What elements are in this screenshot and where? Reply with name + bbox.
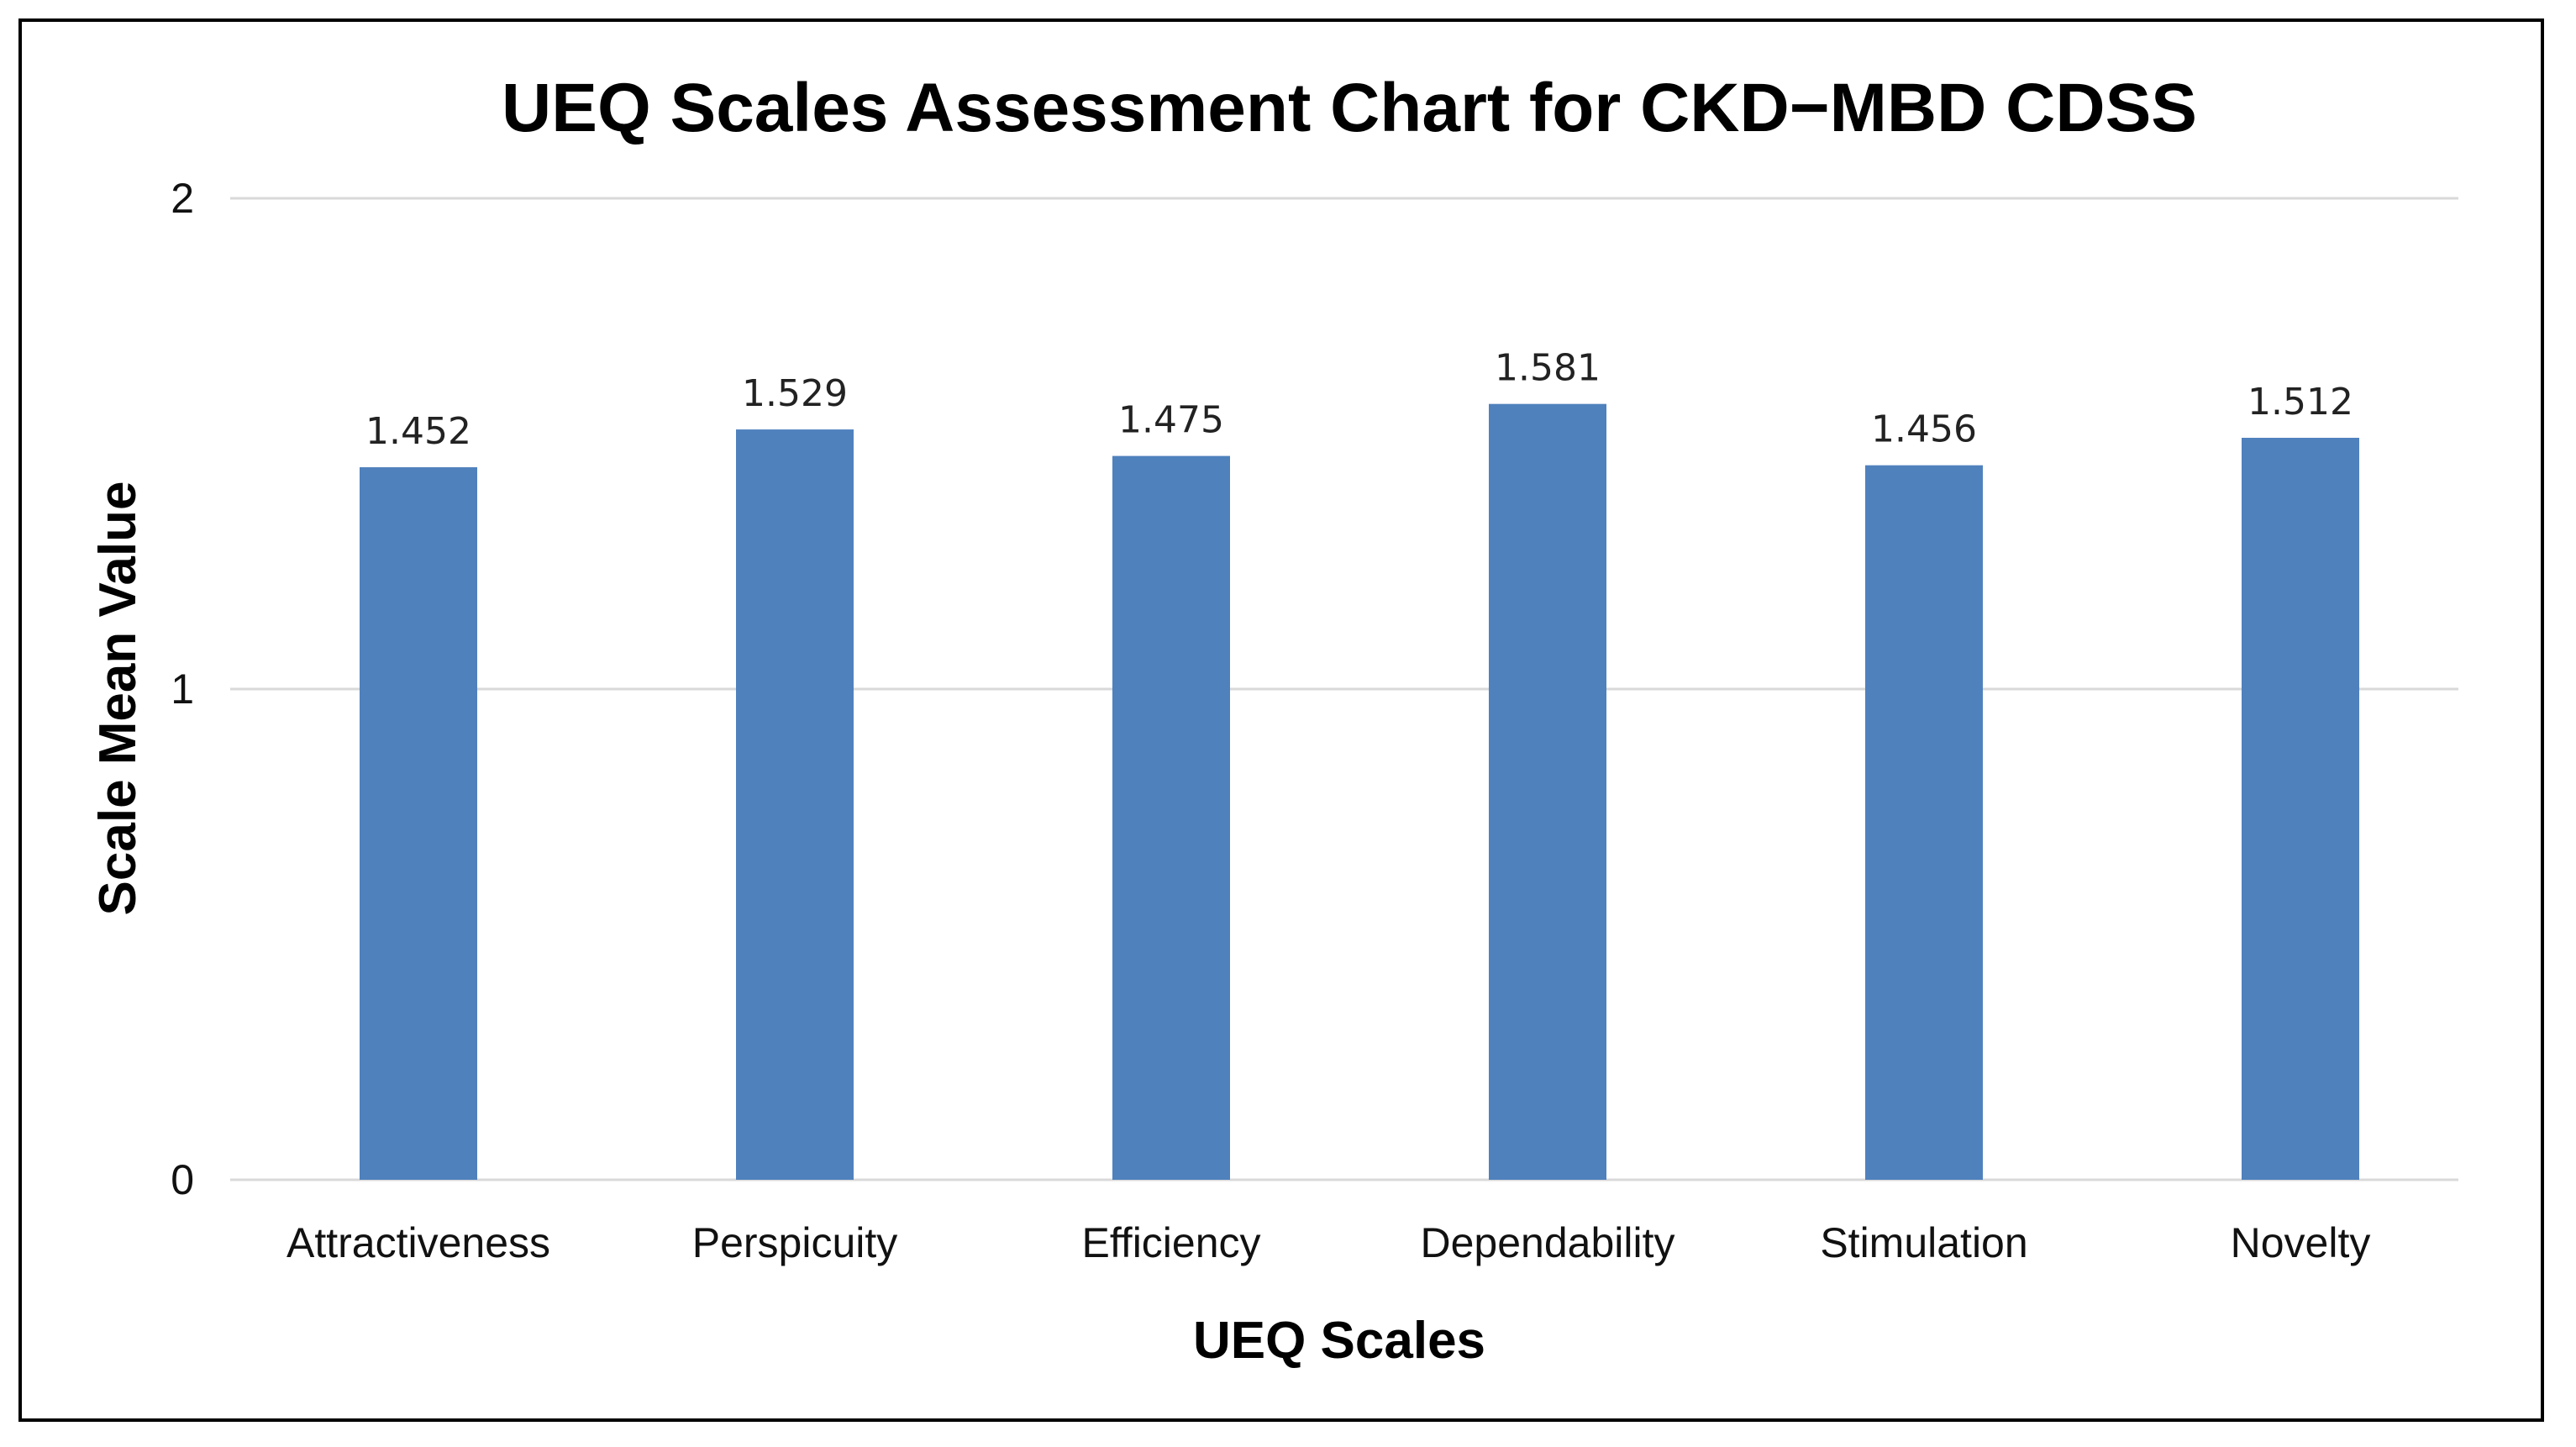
gridlines (230, 197, 2458, 1181)
data-labels: 1.452 1.529 1.475 1.581 1.456 1.512 (365, 347, 2353, 453)
y-axis-label: Scale Mean Value (89, 481, 147, 916)
bar-attractiveness (360, 467, 477, 1180)
y-tick-label-1: 1 (171, 666, 194, 713)
x-tick-label-dependability: Dependability (1421, 1219, 1675, 1266)
y-tick-label-2: 2 (171, 175, 194, 222)
y-axis-ticks: 0 1 2 (171, 175, 194, 1203)
bar-stimulation (1865, 465, 1983, 1180)
data-label-attractiveness: 1.452 (365, 410, 471, 453)
y-tick-label-0: 0 (171, 1156, 194, 1203)
chart-frame: UEQ Scales Assessment Chart for CKD−MBD … (18, 18, 2544, 1422)
x-tick-label-attractiveness: Attractiveness (287, 1219, 550, 1266)
bar-novelty (2242, 437, 2359, 1180)
data-label-efficiency: 1.475 (1118, 399, 1224, 442)
data-label-novelty: 1.512 (2247, 381, 2353, 424)
data-label-perspicuity: 1.529 (742, 372, 848, 415)
bar-perspicuity (736, 429, 854, 1181)
chart-title: UEQ Scales Assessment Chart for CKD−MBD … (502, 70, 2197, 146)
chart-svg: UEQ Scales Assessment Chart for CKD−MBD … (89, 70, 2458, 1370)
bars (360, 403, 2359, 1181)
x-tick-label-novelty: Novelty (2231, 1219, 2371, 1266)
x-tick-label-efficiency: Efficiency (1081, 1219, 1260, 1266)
bar-efficiency (1112, 455, 1230, 1180)
bar-dependability (1489, 403, 1606, 1180)
x-axis-label: UEQ Scales (1193, 1312, 1485, 1370)
data-label-stimulation: 1.456 (1871, 408, 1977, 451)
x-tick-label-stimulation: Stimulation (1820, 1219, 2027, 1266)
x-tick-label-perspicuity: Perspicuity (692, 1219, 898, 1266)
x-axis-ticks: Attractiveness Perspicuity Efficiency Depen… (287, 1219, 2370, 1266)
data-label-dependability: 1.581 (1495, 347, 1601, 390)
